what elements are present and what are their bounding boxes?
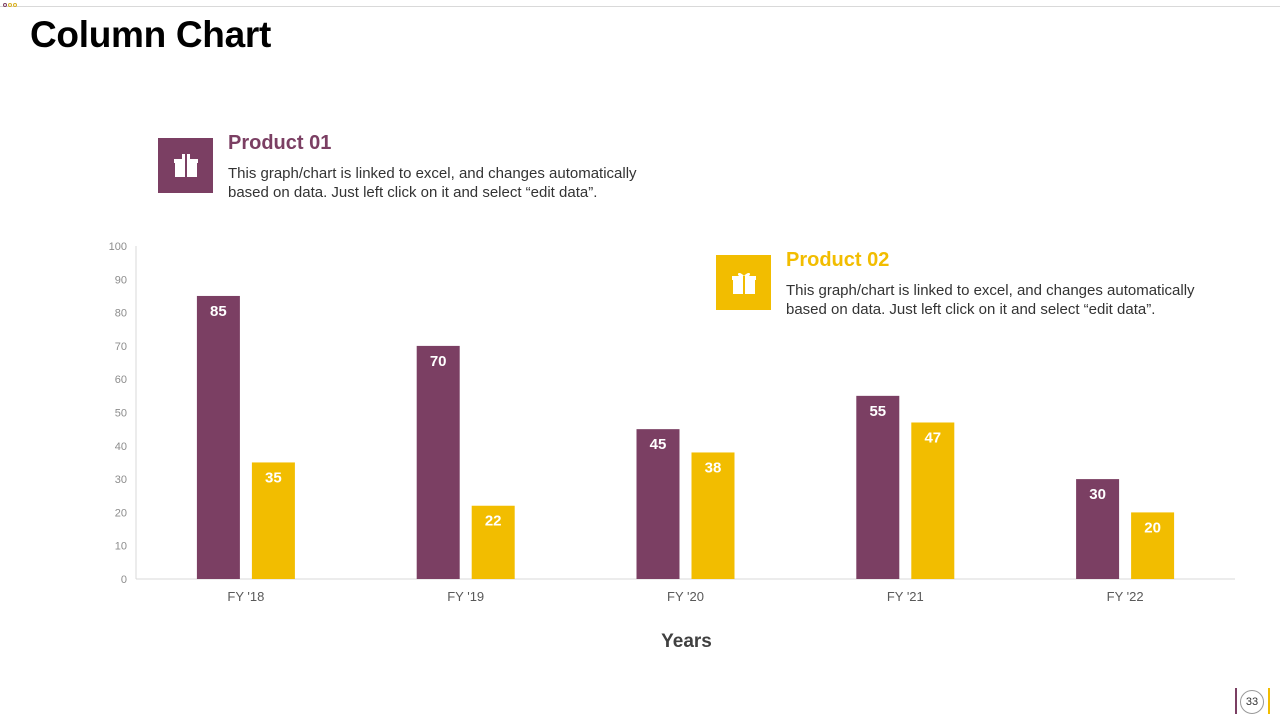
- gift-box-icon: [158, 138, 213, 193]
- bar-product-02: [911, 422, 955, 579]
- data-label: 47: [924, 429, 941, 446]
- x-tick-label: FY '20: [667, 589, 704, 604]
- data-label: 20: [1144, 519, 1161, 536]
- top-rule: [0, 6, 1280, 7]
- y-tick-label: 100: [109, 241, 127, 253]
- y-tick-label: 20: [115, 507, 127, 519]
- y-tick-label: 90: [115, 274, 127, 286]
- y-tick-label: 40: [115, 441, 127, 453]
- data-label: 85: [210, 303, 227, 320]
- y-tick-label: 60: [115, 374, 127, 386]
- x-tick-label: FY '18: [227, 589, 264, 604]
- x-tick-label: FY '21: [887, 589, 924, 604]
- legend-product-02-name: Product 02: [786, 249, 890, 271]
- data-label: 38: [705, 459, 722, 476]
- page-number: 33: [1240, 690, 1264, 714]
- legend-product-02-description: This graph/chart is linked to excel, and…: [786, 282, 1195, 318]
- page-title: Column Chart: [30, 14, 272, 55]
- fork-icon: [1235, 688, 1237, 714]
- y-tick-label: 10: [115, 541, 127, 553]
- x-axis-title: Years: [661, 631, 712, 652]
- bar-product-01: [1076, 479, 1120, 579]
- bar-product-02: [251, 462, 295, 579]
- y-tick-label: 50: [115, 408, 127, 420]
- bar-product-01: [196, 295, 240, 579]
- y-tick-label: 80: [115, 308, 127, 320]
- data-label: 55: [869, 403, 886, 420]
- bar-product-01: [416, 345, 460, 579]
- bar-product-02: [471, 505, 515, 579]
- x-tick-label: FY '19: [447, 589, 484, 604]
- x-tick-label: FY '22: [1107, 589, 1144, 604]
- bar-product-02: [691, 452, 735, 579]
- legend-product-01-description: This graph/chart is linked to excel, and…: [228, 165, 637, 201]
- y-tick-label: 30: [115, 474, 127, 486]
- y-tick-label: 0: [121, 574, 127, 586]
- data-label: 35: [265, 469, 282, 486]
- data-label: 22: [485, 513, 502, 530]
- data-label: 30: [1089, 486, 1106, 503]
- decor-dots: [3, 3, 17, 7]
- y-tick-label: 70: [115, 341, 127, 353]
- data-label: 45: [650, 436, 667, 453]
- bar-product-01: [636, 429, 680, 579]
- knife-icon: [1268, 688, 1270, 714]
- bar-product-02: [1131, 512, 1175, 579]
- legend-product-01-name: Product 01: [228, 132, 332, 154]
- data-label: 70: [430, 353, 447, 370]
- gift-box-icon: [716, 255, 771, 310]
- bar-product-01: [856, 395, 900, 579]
